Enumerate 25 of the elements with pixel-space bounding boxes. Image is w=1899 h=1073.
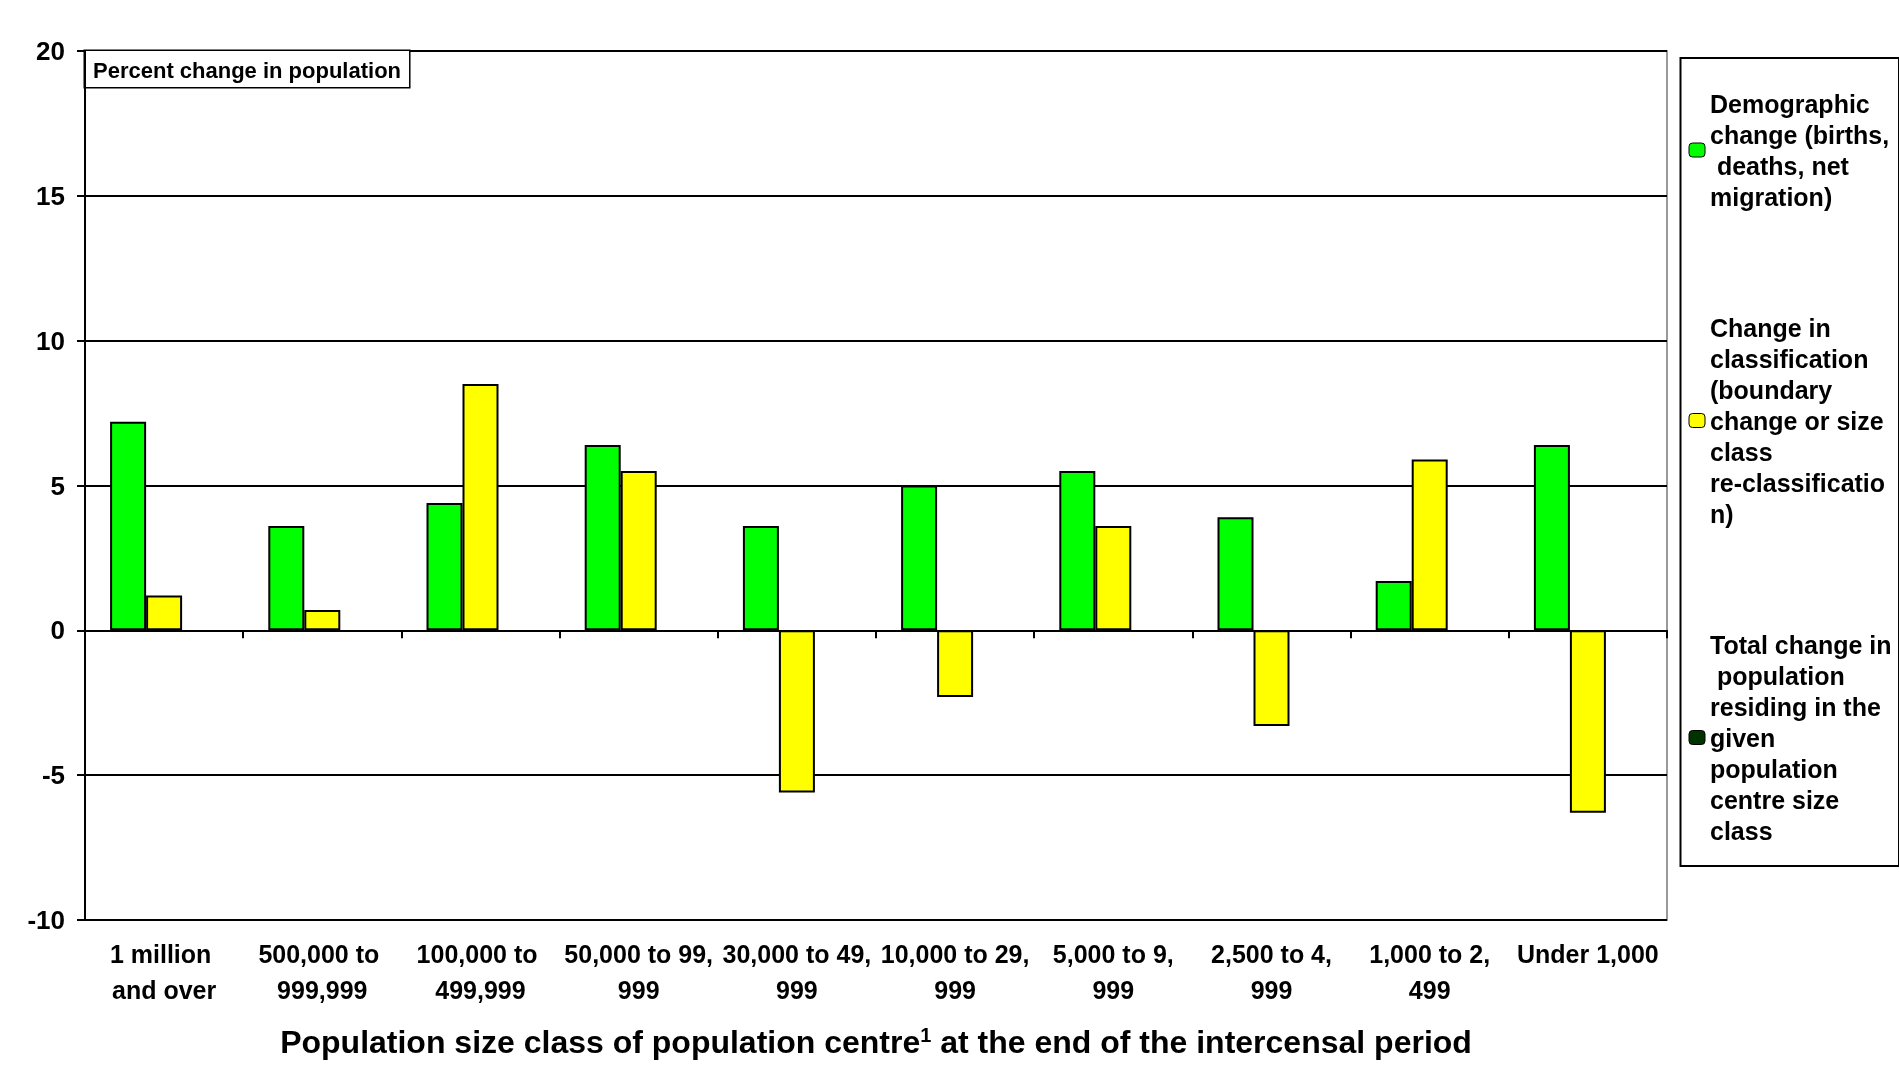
y-tick-label: 20 <box>36 36 65 66</box>
y-tick-label: 5 <box>50 470 65 501</box>
y-tick-label: -10 <box>27 905 65 935</box>
x-tick-label: 100,000 to 499,999 <box>416 940 545 1004</box>
x-tick-label: 50,000 to 99,999 <box>564 940 714 1004</box>
x-tick-label: 500,000 to 999,999 <box>258 940 387 1004</box>
x-tick-label: 30,000 to 49,999 <box>722 940 872 1004</box>
legend-label: Total change in population residing in the given population centre size class <box>1710 630 1892 845</box>
x-tick-label: 1,000 to 2,499 <box>1369 940 1491 1004</box>
x-tick-label: Under 1,000 <box>1517 940 1659 968</box>
y-tick-label: 10 <box>36 325 65 356</box>
y-tick-label: 15 <box>36 180 65 211</box>
bar <box>742 526 779 631</box>
bar <box>937 630 974 697</box>
y-axis-title: Percent change in population <box>93 57 402 83</box>
x-tick-label: 1 million and over <box>109 940 219 1004</box>
y-tick-label: -5 <box>41 760 65 791</box>
bar <box>1217 517 1254 631</box>
x-tick-label: 5,000 to 9,999 <box>1052 940 1174 1004</box>
legend-label: Change in classification (boundary change or size class re-classification) <box>1710 313 1891 528</box>
x-tick-label: 2,500 to 4,999 <box>1211 940 1332 1004</box>
y-tick-label: 0 <box>50 615 65 646</box>
bar <box>1253 630 1290 726</box>
x-tick-label: 10,000 to 29,999 <box>880 940 1030 1004</box>
legend-label: Demographic change (births, deaths, net migration) <box>1710 89 1890 211</box>
